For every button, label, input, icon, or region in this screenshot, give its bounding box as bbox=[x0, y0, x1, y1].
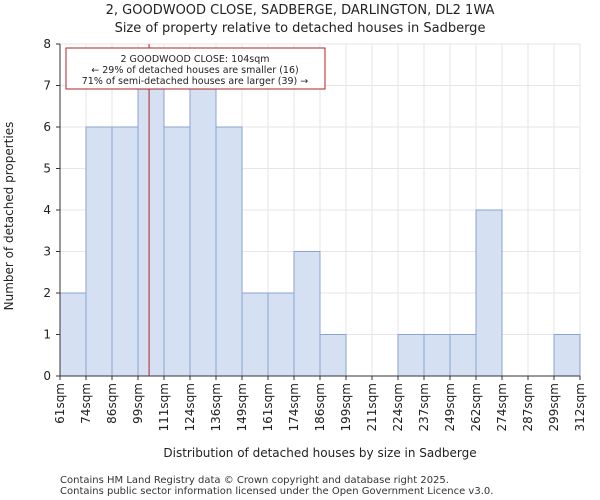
chart-title-line2: Size of property relative to detached ho… bbox=[115, 21, 486, 36]
x-tick-label: 111sqm bbox=[157, 383, 171, 431]
x-tick-label: 86sqm bbox=[105, 383, 119, 424]
bar bbox=[293, 251, 321, 377]
x-tick-label: 274sqm bbox=[495, 383, 509, 431]
bar bbox=[85, 126, 113, 377]
x-tick-label: 287sqm bbox=[521, 383, 535, 431]
x-tick-label: 99sqm bbox=[131, 383, 145, 424]
x-tick-label: 124sqm bbox=[183, 383, 197, 431]
x-tick-label: 199sqm bbox=[339, 383, 353, 431]
x-tick-label: 161sqm bbox=[261, 383, 275, 431]
y-axis-label: Number of detached properties bbox=[2, 122, 16, 311]
x-tick-label: 249sqm bbox=[443, 383, 457, 431]
bar bbox=[137, 85, 165, 377]
y-tick-label: 1 bbox=[43, 328, 51, 342]
footer-line2: Contains public sector information licen… bbox=[60, 486, 493, 497]
x-tick-label: 224sqm bbox=[391, 383, 405, 431]
bar bbox=[553, 334, 581, 377]
x-tick-label: 186sqm bbox=[313, 383, 327, 431]
bar bbox=[215, 126, 243, 377]
x-tick-label: 74sqm bbox=[79, 383, 93, 424]
y-tick-label: 3 bbox=[43, 245, 51, 259]
x-tick-label: 211sqm bbox=[365, 383, 379, 431]
x-tick-label: 61sqm bbox=[53, 383, 67, 424]
bar bbox=[267, 292, 295, 377]
annotation-larger: 71% of semi-detached houses are larger (… bbox=[82, 76, 309, 87]
annotation-box: 2 GOODWOOD CLOSE: 104sqm ← 29% of detach… bbox=[65, 47, 326, 90]
y-tick-label: 2 bbox=[43, 286, 51, 300]
bar bbox=[189, 85, 217, 377]
annotation-title: 2 GOODWOOD CLOSE: 104sqm bbox=[120, 54, 269, 65]
bar bbox=[475, 209, 503, 377]
x-tick-label: 299sqm bbox=[547, 383, 561, 431]
bar bbox=[397, 334, 425, 377]
y-tick-label: 8 bbox=[43, 37, 51, 51]
bar bbox=[449, 334, 477, 377]
y-tick-label: 4 bbox=[43, 203, 51, 217]
x-tick-label: 149sqm bbox=[235, 383, 249, 431]
bar bbox=[241, 292, 269, 377]
chart-title-line1: 2, GOODWOOD CLOSE, SADBERGE, DARLINGTON,… bbox=[106, 3, 495, 18]
footer-line1: Contains HM Land Registry data © Crown c… bbox=[60, 475, 449, 486]
bar bbox=[111, 126, 139, 377]
x-axis-label: Distribution of detached houses by size … bbox=[163, 446, 476, 460]
bar bbox=[59, 292, 87, 377]
y-tick-label: 0 bbox=[43, 369, 51, 383]
bar bbox=[423, 334, 451, 377]
annotation-smaller: ← 29% of detached houses are smaller (16… bbox=[91, 65, 298, 76]
x-tick-label: 262sqm bbox=[469, 383, 483, 431]
y-tick-label: 7 bbox=[43, 79, 51, 93]
x-tick-label: 174sqm bbox=[287, 383, 301, 431]
x-tick-labels: 61sqm 74sqm 86sqm 99sqm 111sqm 124sqm 136sqm 14… bbox=[53, 376, 587, 431]
bar bbox=[163, 126, 191, 377]
x-tick-label: 312sqm bbox=[573, 383, 587, 431]
annotation-box-frame bbox=[65, 47, 326, 90]
x-tick-label: 136sqm bbox=[209, 383, 223, 431]
x-tick-label: 237sqm bbox=[417, 383, 431, 431]
y-tick-label: 5 bbox=[43, 162, 51, 176]
bar bbox=[319, 334, 347, 377]
y-tick-label: 6 bbox=[43, 120, 51, 134]
y-tick-labels: 0 1 2 3 4 5 6 7 8 bbox=[43, 37, 60, 383]
